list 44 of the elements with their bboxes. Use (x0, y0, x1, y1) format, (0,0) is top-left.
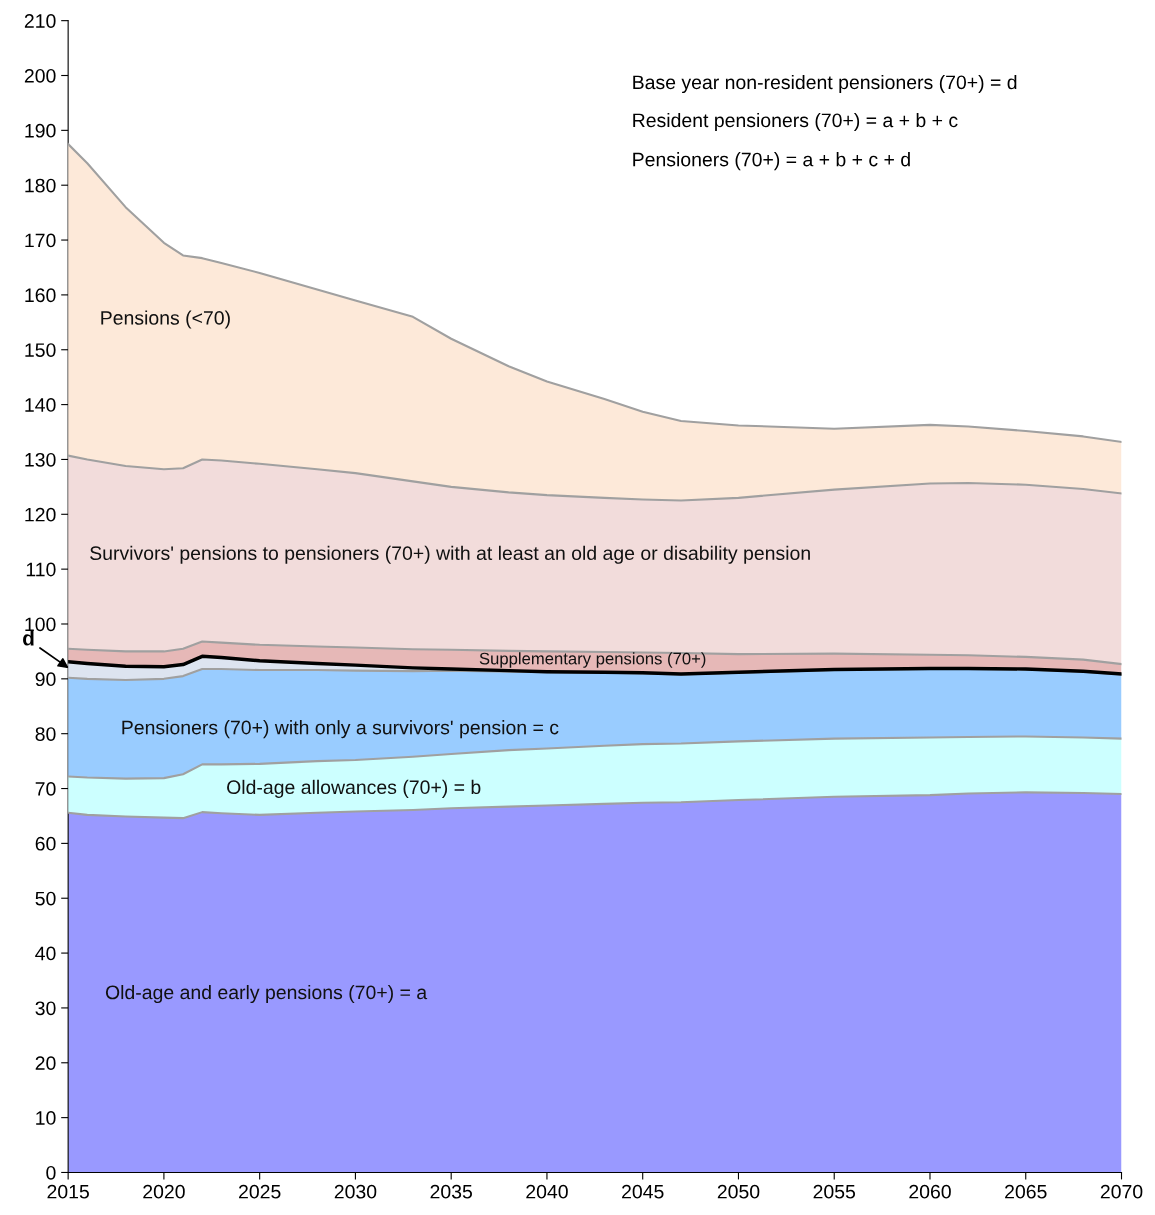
y-tick-label: 140 (25, 398, 56, 412)
x-tick-label: 2045 (622, 1184, 664, 1199)
y-tick-label: 10 (36, 1111, 56, 1125)
y-tick-label: 130 (25, 452, 56, 467)
y-tick-label: 0 (46, 1165, 56, 1180)
y-tick-label: 20 (35, 1056, 56, 1071)
annotation: Resident pensioners (70+) = a + b + c (633, 112, 958, 132)
y-tick-label: 50 (35, 891, 56, 906)
y-tick-label: 120 (25, 507, 56, 522)
annotation: Pensioners (70+) = a + b + c + d (633, 152, 910, 171)
series-label: Pensions (<70) (101, 310, 230, 329)
series-label: Supplementary pensions (70+) (479, 652, 706, 668)
y-tick-label: 100 (25, 617, 56, 632)
series-label: Old-age and early pensions (70+) = a (105, 984, 428, 1004)
x-tick-label: 2030 (334, 1184, 377, 1199)
y-tick-label: 110 (26, 562, 56, 577)
x-tick-label: 2055 (813, 1184, 856, 1199)
x-tick-label: 2025 (239, 1184, 281, 1199)
x-tick-label: 2040 (526, 1184, 568, 1199)
annotation: Base year non-resident pensioners (70+) = d (633, 74, 1017, 94)
y-tick-label: 30 (35, 1001, 56, 1016)
x-tick-label: 2060 (909, 1184, 951, 1199)
y-tick-label: 200 (24, 68, 56, 83)
y-tick-label: 90 (35, 672, 56, 687)
y-tick-label: 210 (24, 14, 56, 28)
y-tick-label: 190 (25, 123, 56, 138)
series-label: d (23, 630, 34, 646)
x-tick-label: 2050 (717, 1184, 760, 1199)
x-tick-label: 2015 (47, 1184, 89, 1199)
x-tick-label: 2065 (1005, 1184, 1047, 1199)
x-tick-label: 2035 (430, 1184, 472, 1199)
y-tick-label: 70 (35, 782, 56, 796)
x-tick-label: 2070 (1100, 1184, 1143, 1199)
y-tick-label: 150 (25, 343, 56, 357)
y-tick-label: 40 (35, 946, 56, 961)
y-tick-label: 60 (35, 836, 56, 851)
series-label: Pensioners (70+) with only a survivors' pension = c (122, 720, 559, 739)
x-tick-label: 2020 (143, 1184, 185, 1199)
y-tick-label: 170 (25, 233, 56, 248)
y-tick-label: 160 (25, 288, 56, 303)
series-label: Old-age allowances (70+) = b (227, 779, 481, 798)
y-tick-label: 80 (35, 727, 56, 741)
series-label: Survivors' pensions to pensioners (70+) with at least an old age or disability pension (90, 545, 810, 564)
y-tick-label: 180 (25, 178, 56, 193)
